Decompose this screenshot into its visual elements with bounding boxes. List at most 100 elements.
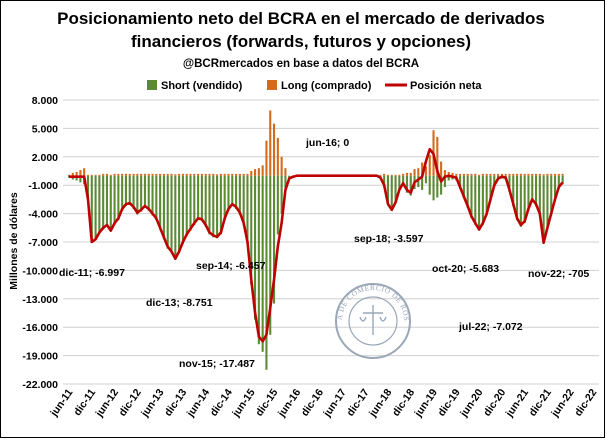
y-tick-label: -1.000 bbox=[28, 180, 58, 192]
long-bar bbox=[254, 169, 257, 176]
long-bar bbox=[440, 161, 443, 176]
short-bar bbox=[527, 175, 530, 211]
x-tick-label: jun-11 bbox=[48, 387, 76, 420]
short-bar bbox=[542, 175, 545, 244]
short-bar bbox=[424, 175, 427, 184]
long-bar bbox=[493, 173, 496, 176]
long-bar bbox=[527, 173, 530, 176]
short-bar bbox=[417, 175, 420, 188]
short-bar bbox=[421, 175, 424, 190]
long-bar bbox=[147, 173, 150, 176]
long-bar bbox=[143, 173, 146, 176]
short-bar bbox=[512, 175, 515, 207]
long-bar bbox=[235, 173, 238, 176]
short-bar bbox=[470, 175, 473, 219]
short-bar bbox=[478, 175, 481, 231]
data-annotation: dic-13; -8.751 bbox=[146, 297, 213, 309]
long-bar bbox=[212, 173, 215, 176]
short-bar bbox=[405, 175, 408, 193]
long-bar bbox=[394, 174, 397, 176]
y-tick-label: -16.000 bbox=[22, 322, 58, 334]
short-bar bbox=[231, 175, 234, 207]
short-bar bbox=[546, 175, 549, 230]
short-bar bbox=[394, 175, 397, 204]
long-bar bbox=[561, 173, 564, 176]
long-bar bbox=[405, 172, 408, 176]
legend-swatch-long bbox=[267, 80, 277, 90]
long-bar bbox=[534, 173, 538, 176]
data-annotation: dic-11; -6.997 bbox=[59, 267, 125, 279]
long-bar bbox=[280, 156, 283, 176]
long-bar bbox=[109, 174, 112, 176]
long-bar bbox=[379, 174, 382, 176]
data-annotation: sep-18; -3.597 bbox=[354, 233, 424, 245]
short-bar bbox=[128, 175, 131, 206]
short-bar bbox=[159, 175, 162, 230]
y-tick-label: -22.000 bbox=[22, 379, 58, 391]
short-bar bbox=[242, 175, 245, 225]
short-bar bbox=[447, 175, 450, 181]
long-bar bbox=[504, 173, 507, 176]
short-bar bbox=[113, 175, 116, 225]
short-bar bbox=[170, 175, 173, 254]
y-tick-label: 5.000 bbox=[32, 123, 58, 135]
short-bar bbox=[402, 175, 405, 186]
short-bar bbox=[261, 175, 264, 352]
x-tick-label: jun-15 bbox=[230, 387, 258, 420]
long-bar bbox=[231, 173, 234, 176]
long-bar bbox=[474, 173, 477, 176]
short-bar bbox=[485, 175, 488, 216]
long-bar bbox=[497, 173, 500, 176]
short-bar bbox=[254, 175, 257, 320]
legend-label-short: Short (vendido) bbox=[161, 80, 243, 92]
long-bar bbox=[181, 173, 184, 176]
short-bar bbox=[534, 175, 538, 207]
data-annotation: oct-20; -5.683 bbox=[432, 263, 499, 275]
x-tick-label: jun-17 bbox=[321, 387, 349, 420]
data-annotation: nov-15; -17.487 bbox=[179, 358, 255, 370]
long-bar bbox=[466, 173, 469, 176]
short-bar bbox=[280, 175, 283, 214]
seal-inner-ring bbox=[348, 296, 398, 346]
data-annotation: sep-14; -6.457 bbox=[196, 260, 266, 272]
long-bar bbox=[459, 173, 462, 176]
data-annotation: jun-16; 0 bbox=[305, 137, 349, 149]
long-bar bbox=[204, 173, 207, 176]
long-bar bbox=[257, 168, 260, 176]
long-bar bbox=[428, 154, 431, 176]
long-bar bbox=[386, 174, 390, 176]
short-bar bbox=[223, 175, 226, 221]
long-bar bbox=[481, 173, 484, 176]
long-bar bbox=[409, 172, 412, 176]
short-bar bbox=[553, 175, 557, 202]
long-bar bbox=[223, 173, 226, 176]
long-bar bbox=[546, 173, 549, 176]
seal-outer-ring bbox=[335, 283, 411, 359]
short-bar bbox=[212, 175, 215, 238]
short-bar bbox=[124, 175, 128, 207]
short-bar bbox=[109, 175, 112, 232]
long-bar bbox=[162, 173, 165, 176]
short-bar bbox=[193, 175, 196, 225]
x-tick-label: jun-19 bbox=[412, 387, 440, 420]
short-bar bbox=[132, 175, 135, 209]
short-bar bbox=[390, 175, 393, 211]
short-bar bbox=[98, 175, 101, 234]
short-bar bbox=[86, 175, 90, 201]
short-bar bbox=[246, 175, 249, 244]
long-bar bbox=[485, 173, 488, 176]
short-bar bbox=[269, 175, 272, 335]
legend-swatch-short bbox=[147, 80, 157, 90]
long-bar bbox=[470, 173, 473, 176]
long-bar bbox=[208, 173, 211, 176]
long-bar bbox=[219, 173, 222, 176]
seal-scales-emblem bbox=[359, 305, 387, 335]
long-bar bbox=[269, 110, 272, 176]
short-bar bbox=[105, 175, 109, 227]
long-bar bbox=[390, 174, 393, 176]
long-bar bbox=[519, 173, 522, 176]
x-tick-label: jun-18 bbox=[366, 387, 394, 420]
short-bar bbox=[200, 175, 203, 222]
x-tick-label: dic-22 bbox=[572, 387, 599, 419]
